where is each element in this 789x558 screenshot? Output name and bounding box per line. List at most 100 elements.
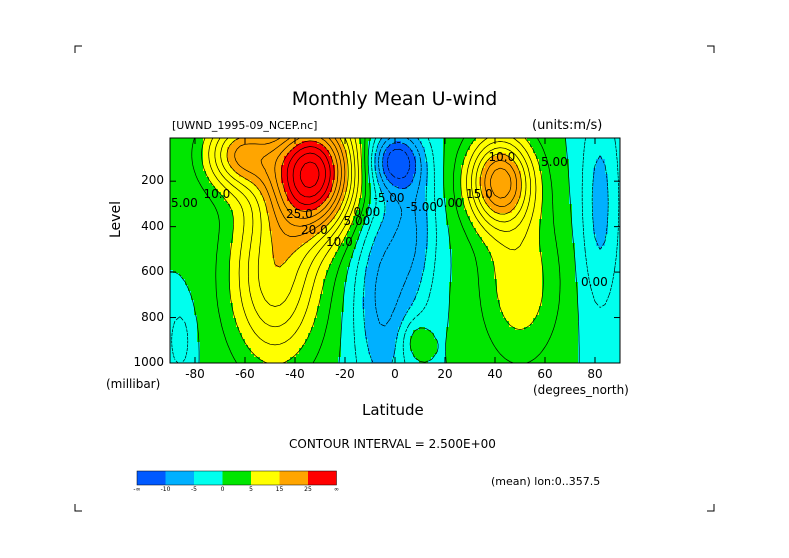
field-cell: [233, 180, 237, 184]
field-cell: [281, 225, 285, 229]
field-cell: [254, 153, 258, 157]
field-cell: [173, 336, 177, 340]
field-cell: [182, 219, 186, 223]
field-cell: [185, 159, 189, 163]
field-cell: [257, 225, 261, 229]
field-cell: [233, 162, 237, 166]
field-cell: [221, 342, 225, 346]
field-cell: [179, 150, 183, 154]
field-cell: [308, 321, 312, 325]
field-cell: [212, 282, 216, 286]
field-cell: [320, 168, 324, 172]
field-cell: [317, 315, 321, 319]
field-cell: [209, 321, 213, 325]
field-cell: [209, 324, 213, 328]
field-cell: [266, 357, 270, 361]
field-cell: [188, 273, 192, 277]
field-cell: [236, 258, 240, 262]
field-cell: [314, 204, 318, 208]
field-cell: [212, 177, 216, 181]
field-cell: [212, 300, 216, 304]
field-cell: [194, 282, 198, 286]
field-cell: [233, 291, 237, 295]
field-cell: [173, 252, 177, 256]
field-cell: [173, 219, 177, 223]
field-cell: [197, 150, 201, 154]
field-cell: [362, 183, 366, 187]
field-cell: [170, 156, 174, 160]
field-cell: [179, 291, 183, 295]
field-cell: [275, 234, 279, 238]
field-cell: [365, 276, 369, 280]
field-cell: [203, 144, 207, 148]
field-cell: [170, 285, 174, 289]
field-cell: [224, 276, 228, 280]
field-cell: [290, 276, 294, 280]
field-cell: [338, 294, 342, 298]
field-cell: [170, 138, 174, 142]
field-cell: [179, 252, 183, 256]
field-cell: [260, 219, 264, 223]
field-cell: [191, 264, 195, 268]
field-cell: [257, 231, 261, 235]
field-cell: [185, 213, 189, 217]
field-cell: [248, 213, 252, 217]
field-cell: [185, 237, 189, 241]
field-cell: [200, 234, 204, 238]
field-cell: [329, 348, 333, 352]
field-cell: [176, 348, 180, 352]
field-cell: [278, 330, 282, 334]
field-cell: [284, 351, 288, 355]
field-cell: [275, 141, 279, 145]
field-cell: [236, 300, 240, 304]
field-cell: [218, 162, 222, 166]
field-cell: [308, 180, 312, 184]
field-cell: [284, 309, 288, 313]
field-cell: [209, 291, 213, 295]
field-cell: [308, 252, 312, 256]
field-cell: [344, 336, 348, 340]
field-cell: [248, 255, 252, 259]
field-cell: [197, 306, 201, 310]
field-cell: [353, 258, 357, 262]
field-cell: [335, 315, 339, 319]
field-cell: [248, 300, 252, 304]
field-cell: [179, 357, 183, 361]
field-cell: [170, 252, 174, 256]
field-cell: [209, 267, 213, 271]
field-cell: [185, 294, 189, 298]
field-cell: [278, 168, 282, 172]
field-cell: [203, 267, 207, 271]
field-cell: [197, 264, 201, 268]
field-cell: [191, 324, 195, 328]
field-cell: [194, 348, 198, 352]
field-cell: [203, 216, 207, 220]
field-cell: [239, 228, 243, 232]
field-cell: [317, 276, 321, 280]
field-cell: [341, 336, 345, 340]
field-cell: [236, 156, 240, 160]
field-cell: [302, 249, 306, 253]
field-cell: [170, 171, 174, 175]
field-cell: [176, 333, 180, 337]
field-cell: [284, 267, 288, 271]
field-cell: [260, 186, 264, 190]
field-cell: [212, 213, 216, 217]
field-cell: [365, 288, 369, 292]
field-cell: [317, 324, 321, 328]
field-cell: [203, 291, 207, 295]
field-cell: [182, 288, 186, 292]
field-cell: [299, 249, 303, 253]
field-cell: [221, 234, 225, 238]
field-cell: [299, 309, 303, 313]
field-cell: [206, 315, 210, 319]
field-cell: [353, 297, 357, 301]
field-cell: [314, 300, 318, 304]
field-cell: [311, 318, 315, 322]
field-cell: [224, 309, 228, 313]
field-cell: [236, 192, 240, 196]
field-cell: [320, 333, 324, 337]
field-cell: [188, 144, 192, 148]
field-cell: [359, 270, 363, 274]
field-cell: [344, 327, 348, 331]
